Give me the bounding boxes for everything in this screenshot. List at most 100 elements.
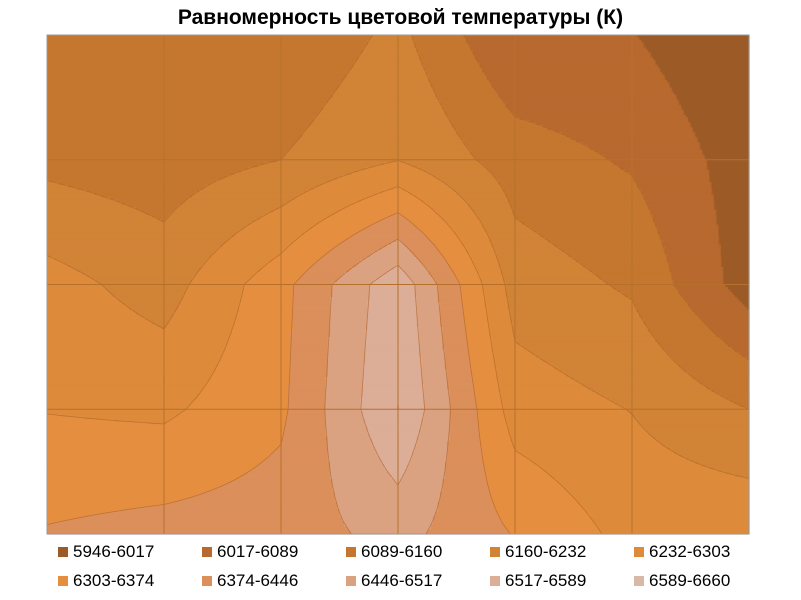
contour-band-6089-6160 [47,162,266,166]
contour-band-6232-6303 [47,316,146,321]
contour-band-5946-6017 [664,77,750,81]
contour-band-6517-6589 [393,479,401,483]
contour-band-6017-6089 [587,144,701,148]
contour-band-6160-6232 [540,356,673,360]
contour-band-6303-6374 [273,257,322,261]
contour-band-6089-6160 [47,44,366,49]
contour-band-6160-6232 [465,199,509,203]
contour-band-6089-6160 [720,394,750,398]
contour-band-6089-6160 [454,127,549,131]
contour-band-6374-6446 [288,386,327,390]
contour-band-6017-6089 [463,35,638,39]
contour-band-6303-6374 [505,526,598,530]
contour-band-6303-6374 [479,436,511,440]
contour-band-6374-6446 [447,459,483,463]
contour-band-6089-6160 [412,35,465,39]
contour-band-6232-6303 [596,526,750,530]
contour-band-6089-6160 [484,164,619,168]
contour-band-6374-6446 [449,409,479,413]
contour-band-6303-6374 [217,361,291,365]
contour-band-6517-6589 [369,284,415,288]
contour-band-6374-6446 [292,314,331,318]
contour-band-6160-6232 [47,252,214,256]
contour-band-6374-6446 [444,356,472,360]
contour-band-6517-6589 [383,466,408,470]
contour-band-6089-6160 [613,287,678,291]
contour-band-6089-6160 [463,139,577,143]
contour-band-6303-6374 [285,247,334,251]
contour-band-6374-6446 [444,361,472,365]
contour-band-6517-6589 [367,316,418,321]
contour-band-5946-6017 [699,147,750,151]
contour-band-6517-6589 [365,349,420,353]
contour-band-6446-6517 [332,481,397,485]
contour-band-6089-6160 [739,404,750,408]
contour-band-6303-6374 [461,301,486,306]
contour-band-6089-6160 [547,239,664,243]
contour-band-6517-6589 [362,391,425,395]
contour-band-6446-6517 [419,434,451,438]
legend-swatch [58,576,68,586]
contour-band-6232-6303 [47,404,191,408]
contour-band-6232-6303 [456,234,490,238]
contour-band-6160-6232 [444,182,500,186]
contour-band-5946-6017 [676,94,750,98]
contour-band-6160-6232 [264,162,385,166]
contour-band-6160-6232 [175,207,280,211]
contour-band-6017-6089 [676,287,729,291]
contour-band-6303-6374 [173,416,287,420]
contour-band-6232-6303 [437,212,476,216]
contour-band-6303-6374 [461,299,486,303]
contour-band-6089-6160 [639,311,696,316]
contour-band-6089-6160 [135,207,177,211]
contour-band-6446-6517 [419,346,444,350]
contour-band-6374-6446 [217,486,334,490]
contour-band-6517-6589 [379,456,413,460]
contour-band-6446-6517 [419,339,444,343]
contour-band-6232-6303 [178,304,240,308]
contour-band-6017-6089 [662,244,722,248]
contour-band-6089-6160 [47,172,235,176]
contour-band-6089-6160 [559,247,666,251]
contour-band-6232-6303 [47,296,118,301]
contour-band-6017-6089 [643,197,715,201]
contour-band-6232-6303 [507,426,645,430]
contour-band-6446-6517 [414,449,448,453]
contour-band-6232-6303 [341,174,434,178]
contour-band-6446-6517 [423,399,451,403]
contour-band-6160-6232 [72,267,203,271]
contour-band-6446-6517 [407,464,446,468]
contour-band-6232-6303 [596,524,750,528]
contour-band-6517-6589 [365,339,420,343]
contour-band-6374-6446 [292,326,331,331]
contour-band-6303-6374 [463,309,488,313]
contour-band-6160-6232 [423,169,490,173]
contour-band-5946-6017 [716,219,750,223]
contour-band-6089-6160 [47,154,284,158]
contour-band-6303-6374 [468,349,493,353]
contour-fills [46,34,750,535]
contour-band-6160-6232 [582,384,706,388]
contour-band-6017-6089 [554,129,694,133]
contour-band-6446-6517 [327,456,380,460]
contour-band-6517-6589 [388,471,406,475]
contour-band-6160-6232 [510,309,638,313]
contour-band-6160-6232 [47,249,217,253]
contour-band-6303-6374 [231,331,291,336]
contour-band-6303-6374 [437,247,467,251]
contour-band-6517-6589 [365,424,422,428]
contour-band-6374-6446 [449,434,481,438]
contour-band-6017-6089 [639,187,713,191]
contour-band-6089-6160 [662,346,734,350]
contour-band-6017-6089 [484,72,664,76]
contour-band-6089-6160 [47,84,341,88]
contour-band-6517-6589 [379,277,411,281]
contour-band-6374-6446 [290,341,329,345]
contour-band-5946-6017 [723,269,750,273]
contour-band-6446-6517 [325,426,369,430]
contour-band-6160-6232 [276,159,397,163]
contour-band-6232-6303 [365,167,420,171]
contour-band-6303-6374 [47,521,55,525]
contour-band-6446-6517 [421,366,446,370]
contour-band-6232-6303 [283,204,350,208]
